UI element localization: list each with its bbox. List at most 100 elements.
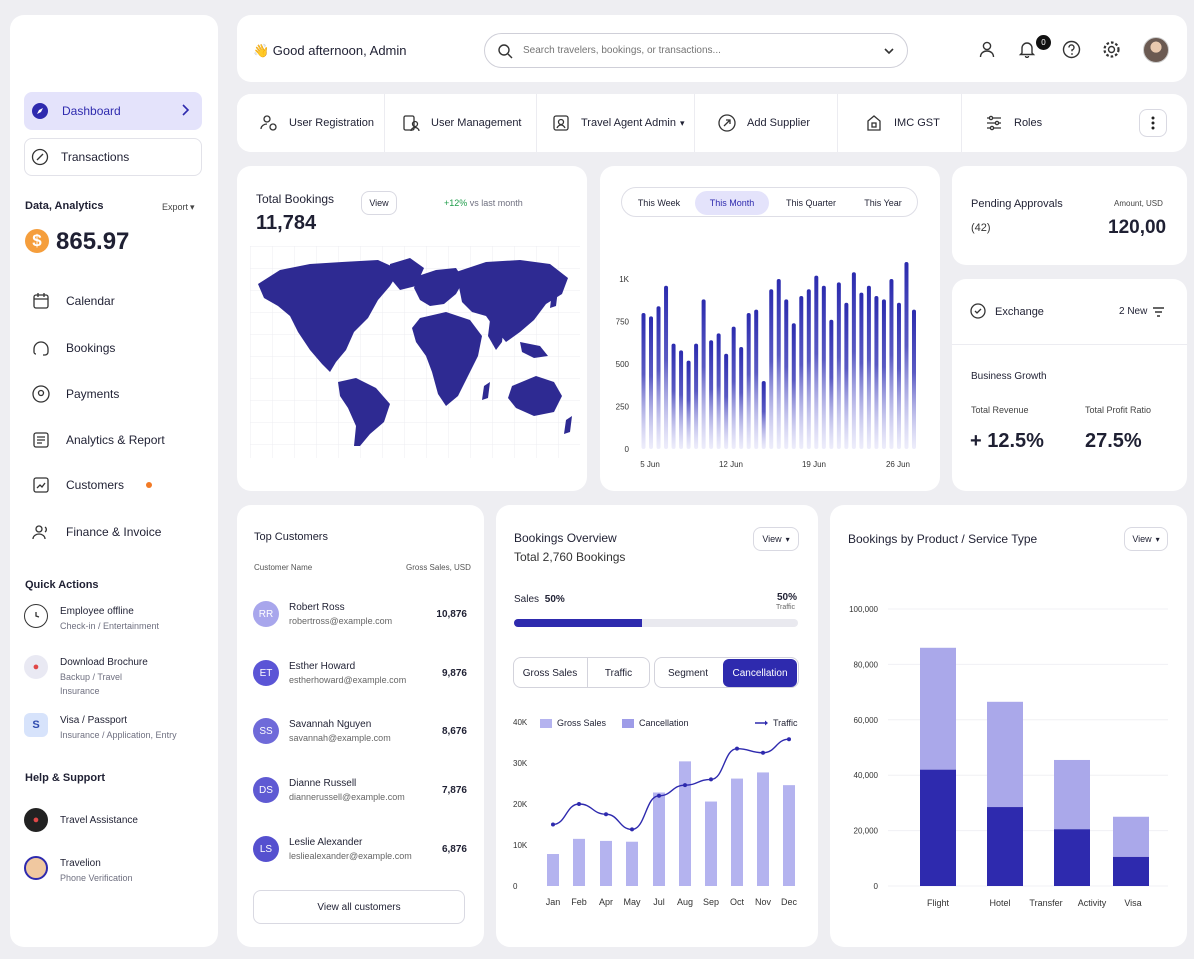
sidebar-item-analytics[interactable]: Analytics & Report bbox=[24, 421, 202, 459]
tab-this-month[interactable]: This Month bbox=[695, 191, 769, 215]
sidebar-item-transactions[interactable]: Transactions bbox=[24, 138, 202, 176]
overview-view-button[interactable]: View ▾ bbox=[753, 527, 799, 551]
y-tick-label: 40K bbox=[513, 718, 528, 727]
traffic-point bbox=[761, 750, 765, 755]
x-tick-label: Activity bbox=[1078, 898, 1107, 908]
segment-group-a bbox=[513, 657, 650, 688]
quick-action-brochure[interactable]: ● Download Brochure Backup / Travel Insura… bbox=[24, 655, 148, 698]
trend-bar bbox=[829, 319, 834, 449]
segment-divider bbox=[587, 658, 588, 687]
help-icon[interactable] bbox=[1062, 40, 1081, 59]
delta-value: +12% bbox=[444, 198, 468, 208]
toolbar-user-registration[interactable]: User Registration bbox=[237, 94, 383, 152]
table-row[interactable]: DS Dianne Russell diannerussell@example.c… bbox=[253, 770, 467, 810]
customer-sales: 7,876 bbox=[441, 784, 467, 796]
customer-sales: 6,876 bbox=[441, 843, 467, 855]
toolbar-divider bbox=[961, 94, 962, 152]
segment-traffic[interactable]: Traffic bbox=[589, 659, 648, 687]
trend-bar bbox=[716, 333, 721, 449]
exchange-badge[interactable]: 2 New bbox=[1119, 306, 1165, 317]
toolbar-label: Travel Agent Admin bbox=[581, 117, 676, 129]
traffic-pct: 50% bbox=[777, 592, 798, 603]
tab-label: This Month bbox=[709, 198, 755, 208]
sidebar-item-customers[interactable]: Customers bbox=[24, 466, 202, 504]
toolbar-user-management[interactable]: User Management bbox=[385, 94, 535, 152]
sidebar-item-finance[interactable]: Finance & Invoice bbox=[24, 513, 202, 551]
total-bookings-view-button[interactable]: View bbox=[361, 191, 397, 215]
overview-bar bbox=[547, 854, 559, 886]
tab-this-week[interactable]: This Week bbox=[625, 191, 693, 215]
pending-title: Pending Approvals bbox=[971, 198, 1063, 210]
toolbar-label: Roles bbox=[1014, 117, 1043, 129]
traffic-point bbox=[551, 822, 555, 827]
overview-chart: 40K 30K 20K 10K 0 Jan Feb Apr May Jul Aug Sep Oct Nov… bbox=[513, 718, 797, 907]
customer-email: savannah@example.com bbox=[289, 733, 391, 743]
customer-avatar: DS bbox=[253, 777, 279, 803]
sales-text: Sales bbox=[514, 594, 540, 605]
trend-bar bbox=[896, 302, 901, 449]
table-row[interactable]: RR Robert Ross robertross@example.com 10,… bbox=[253, 594, 467, 634]
sidebar-item-bookings[interactable]: Bookings bbox=[24, 329, 202, 367]
quick-action-employee[interactable]: Employee offline Check-in / Entertainment bbox=[24, 604, 159, 633]
x-tick-label: May bbox=[623, 897, 641, 907]
tab-this-year[interactable]: This Year bbox=[851, 191, 915, 215]
x-tick-label: Visa bbox=[1124, 898, 1141, 908]
toolbar-divider bbox=[694, 94, 695, 152]
customer-email: estherhoward@example.com bbox=[289, 675, 407, 685]
quick-action-visa[interactable]: S Visa / Passport Insurance / Application… bbox=[24, 713, 177, 742]
trend-bar bbox=[791, 323, 796, 449]
trend-bar bbox=[776, 279, 781, 449]
total-bookings-title: Total Bookings bbox=[256, 192, 335, 206]
export-dropdown[interactable]: Export ▾ bbox=[162, 202, 195, 213]
toolbar-add-supplier[interactable]: Add Supplier bbox=[695, 94, 836, 152]
search-box[interactable] bbox=[484, 33, 908, 68]
profit-value: 27.5% bbox=[1085, 430, 1142, 452]
x-tick-label: 26 Jun bbox=[886, 460, 910, 469]
sidebar-item-calendar[interactable]: Calendar bbox=[24, 282, 202, 320]
overview-bar bbox=[705, 801, 717, 886]
sliders-icon bbox=[984, 113, 1004, 133]
user-icon[interactable] bbox=[978, 40, 996, 58]
toolbar-imc-gst[interactable]: IMC GST bbox=[838, 94, 960, 152]
view-all-customers-button[interactable]: View all customers bbox=[253, 890, 465, 924]
table-row[interactable]: ET Esther Howard estherhoward@example.com… bbox=[253, 653, 467, 693]
help-item-assistance[interactable]: ● Travel Assistance bbox=[24, 808, 138, 832]
segment-cancellation[interactable]: Cancellation bbox=[723, 659, 797, 687]
avatar[interactable] bbox=[1143, 37, 1169, 63]
product-view-button[interactable]: View ▾ bbox=[1124, 527, 1168, 551]
table-row[interactable]: SS Savannah Nguyen savannah@example.com 8… bbox=[253, 711, 467, 751]
toolbar-travel-agent-admin[interactable]: Travel Agent Admin ▾ bbox=[537, 94, 693, 152]
x-tick-label: 12 Jun bbox=[719, 460, 743, 469]
trend-bar bbox=[671, 343, 676, 449]
trend-bar bbox=[754, 309, 759, 449]
bell-icon[interactable] bbox=[1018, 40, 1036, 58]
segment-gross-sales[interactable]: Gross Sales bbox=[515, 659, 585, 687]
trend-chart: 1K 750 500 250 0 5 Jun 12 Jun 19 Jun 26 Jun bbox=[616, 262, 916, 469]
chevron-down-icon[interactable] bbox=[883, 45, 895, 57]
y-tick-label: 750 bbox=[616, 318, 630, 327]
search-input[interactable] bbox=[523, 45, 863, 56]
legend-gross-sales: Gross Sales bbox=[540, 718, 606, 728]
product-bar-upper bbox=[987, 701, 1023, 808]
tab-this-quarter[interactable]: This Quarter bbox=[773, 191, 849, 215]
shield-check-icon bbox=[970, 303, 986, 319]
trend-bar bbox=[664, 285, 669, 449]
toolbar-roles[interactable]: Roles bbox=[962, 94, 1082, 152]
segment-segment[interactable]: Segment bbox=[656, 659, 720, 687]
settings-icon[interactable] bbox=[1102, 40, 1121, 59]
table-row[interactable]: LS Leslie Alexander lesliealexander@examp… bbox=[253, 829, 467, 869]
trend-bar bbox=[656, 306, 661, 449]
analytics-title: Data, Analytics bbox=[25, 200, 104, 212]
more-vertical-icon bbox=[1151, 116, 1155, 130]
x-tick-label: Apr bbox=[599, 897, 613, 907]
overview-bar bbox=[573, 838, 585, 886]
help-item-travelion[interactable]: Travelion Phone Verification bbox=[24, 856, 133, 885]
quick-action-sub: Check-in / Entertainment bbox=[60, 621, 160, 631]
quick-action-sub2: Insurance bbox=[60, 686, 100, 696]
sidebar-item-payments[interactable]: Payments bbox=[24, 375, 202, 413]
sidebar-item-dashboard[interactable]: Dashboard bbox=[24, 92, 202, 130]
more-button[interactable] bbox=[1139, 109, 1167, 137]
trend-bar bbox=[881, 299, 886, 449]
col-customer-name: Customer Name bbox=[254, 563, 313, 572]
view-all-label: View all customers bbox=[317, 901, 401, 913]
